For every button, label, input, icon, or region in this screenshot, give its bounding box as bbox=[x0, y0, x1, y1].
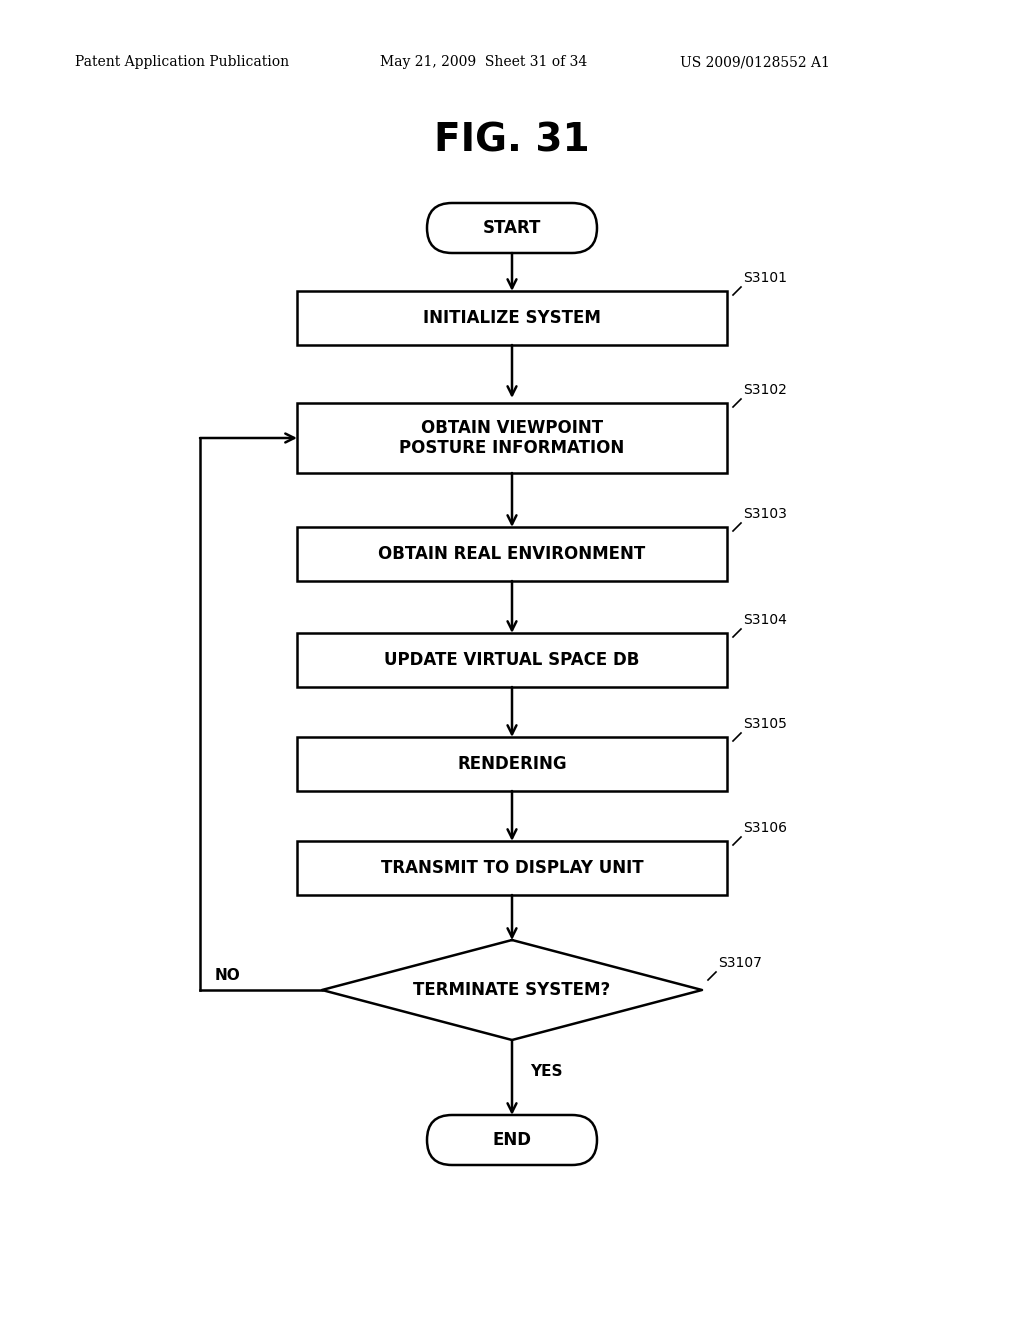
Text: UPDATE VIRTUAL SPACE DB: UPDATE VIRTUAL SPACE DB bbox=[384, 651, 640, 669]
Text: S3101: S3101 bbox=[743, 271, 787, 285]
Text: INITIALIZE SYSTEM: INITIALIZE SYSTEM bbox=[423, 309, 601, 327]
Text: YES: YES bbox=[530, 1064, 562, 1080]
Text: S3106: S3106 bbox=[743, 821, 787, 836]
Bar bbox=[297, 403, 727, 473]
Text: START: START bbox=[482, 219, 542, 238]
Text: OBTAIN REAL ENVIRONMENT: OBTAIN REAL ENVIRONMENT bbox=[379, 545, 645, 564]
Text: US 2009/0128552 A1: US 2009/0128552 A1 bbox=[680, 55, 829, 69]
Bar bbox=[297, 841, 727, 895]
FancyBboxPatch shape bbox=[427, 1115, 597, 1166]
Text: TERMINATE SYSTEM?: TERMINATE SYSTEM? bbox=[414, 981, 610, 999]
Text: S3105: S3105 bbox=[743, 717, 786, 731]
Text: NO: NO bbox=[215, 968, 241, 982]
Text: S3104: S3104 bbox=[743, 612, 786, 627]
Bar bbox=[297, 527, 727, 581]
Text: Patent Application Publication: Patent Application Publication bbox=[75, 55, 289, 69]
Text: S3107: S3107 bbox=[718, 956, 762, 970]
FancyBboxPatch shape bbox=[427, 203, 597, 253]
Text: S3102: S3102 bbox=[743, 383, 786, 397]
Bar bbox=[297, 737, 727, 791]
Text: OBTAIN VIEWPOINT
POSTURE INFORMATION: OBTAIN VIEWPOINT POSTURE INFORMATION bbox=[399, 418, 625, 458]
Text: TRANSMIT TO DISPLAY UNIT: TRANSMIT TO DISPLAY UNIT bbox=[381, 859, 643, 876]
Text: S3103: S3103 bbox=[743, 507, 786, 521]
Text: END: END bbox=[493, 1131, 531, 1148]
Text: RENDERING: RENDERING bbox=[457, 755, 567, 774]
Bar bbox=[297, 634, 727, 686]
Polygon shape bbox=[322, 940, 702, 1040]
Text: FIG. 31: FIG. 31 bbox=[434, 121, 590, 158]
Bar bbox=[297, 290, 727, 345]
Text: May 21, 2009  Sheet 31 of 34: May 21, 2009 Sheet 31 of 34 bbox=[380, 55, 587, 69]
